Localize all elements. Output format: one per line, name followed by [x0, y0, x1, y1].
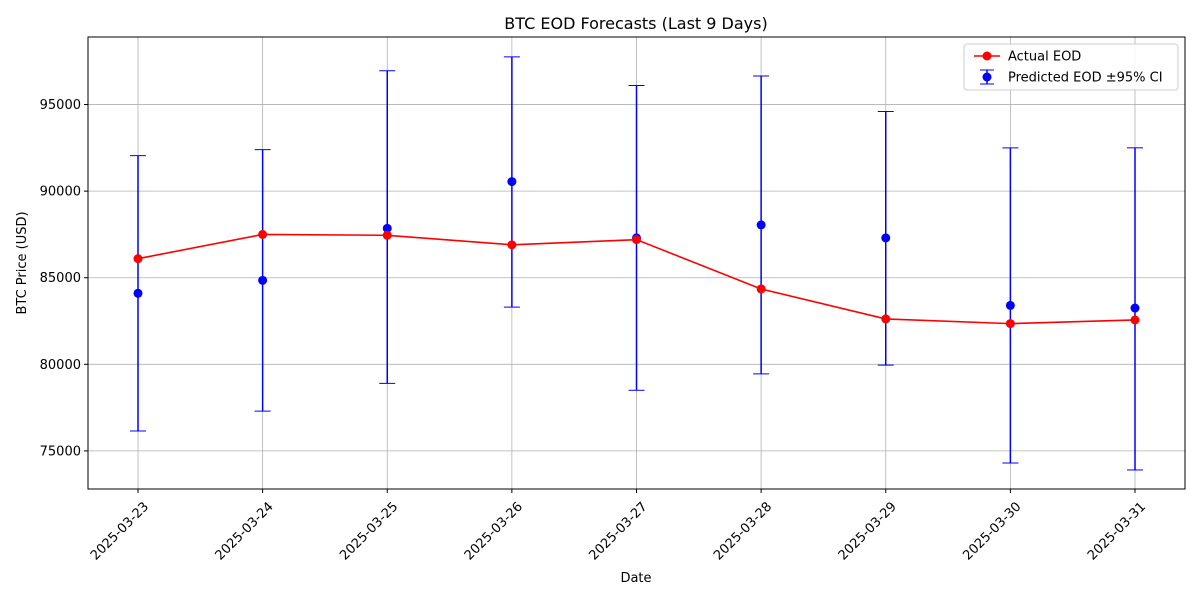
predicted-point — [756, 220, 766, 230]
actual-point — [632, 235, 641, 245]
y-tick-label: 95000 — [40, 98, 81, 113]
predicted-point — [382, 223, 392, 233]
actual-point — [133, 254, 143, 264]
predicted-point — [881, 233, 891, 243]
legend-box — [963, 43, 1179, 91]
y-tick-label: 90000 — [40, 185, 81, 200]
actual-point — [507, 240, 517, 250]
actual-point — [382, 230, 392, 240]
legend-actual-marker — [982, 51, 992, 61]
predicted-point — [133, 288, 143, 298]
predicted-point — [258, 275, 268, 285]
predicted-point — [1005, 300, 1015, 310]
legend-actual-label: Actual EOD — [1008, 50, 1081, 65]
predicted-point — [507, 177, 517, 187]
legend-predicted-label: Predicted EOD ±95% CI — [1008, 71, 1163, 86]
chart-title: BTC EOD Forecasts (Last 9 Days) — [504, 14, 767, 33]
actual-point — [1005, 319, 1015, 329]
actual-point — [756, 284, 766, 294]
chart-marks — [130, 56, 1143, 471]
y-axis-label: BTC Price (USD) — [15, 211, 30, 314]
actual-point — [881, 314, 891, 324]
legend: Actual EOD Predicted EOD ±95% CI — [963, 43, 1179, 91]
actual-point — [258, 229, 268, 239]
y-axis: 75000 80000 85000 90000 95000 — [40, 98, 88, 459]
y-tick-label: 75000 — [40, 444, 81, 459]
y-tick-label: 85000 — [40, 271, 81, 286]
predicted-point — [1130, 303, 1140, 313]
x-axis-label: Date — [620, 571, 651, 586]
legend-predicted-marker — [982, 72, 992, 82]
actual-point — [1130, 315, 1140, 325]
y-tick-label: 80000 — [40, 358, 81, 373]
